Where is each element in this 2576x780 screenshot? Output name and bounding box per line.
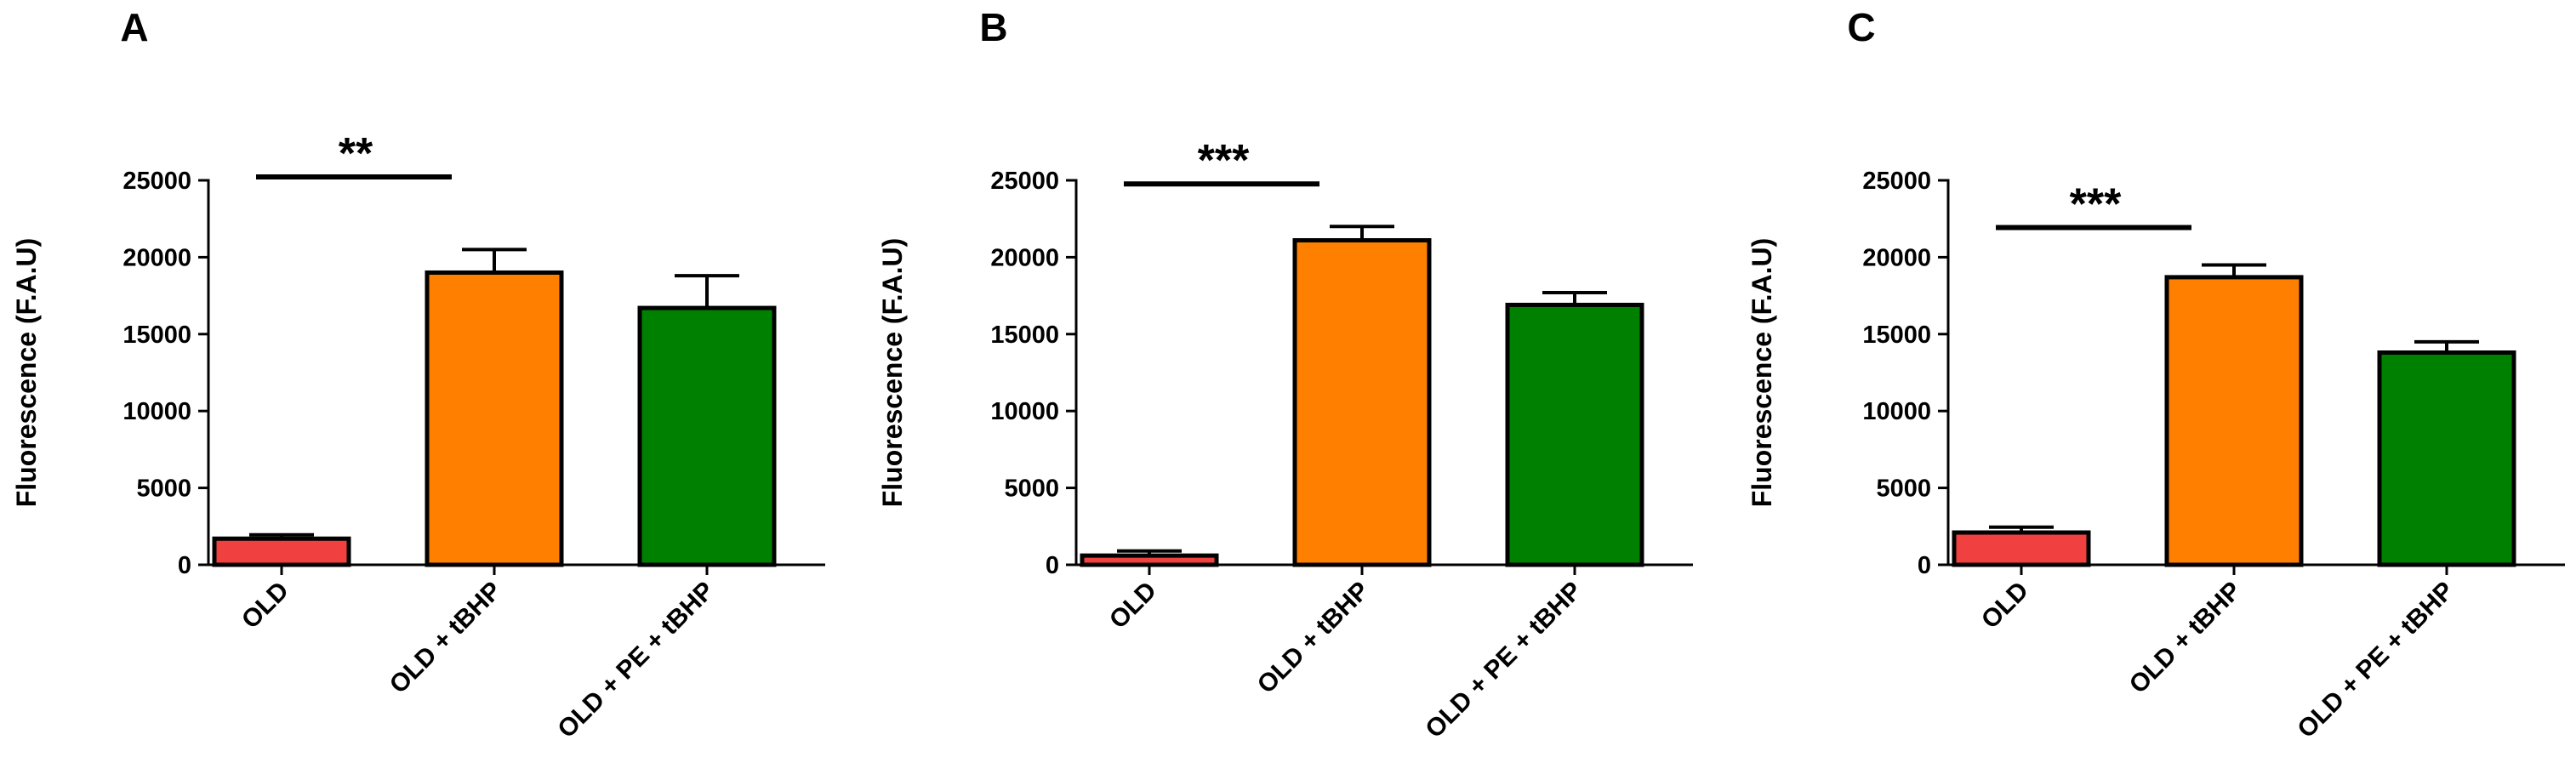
chart-panel-c: C 0 5000 10000 15000 20000 25000 Fluorescence (… [1747,5,2565,743]
significance-label: ** [339,129,373,179]
y-tick-label: 20000 [1862,244,1931,271]
y-tick-label: 20000 [990,244,1059,271]
y-axis-label: Fluorescence (F.A.U) [11,238,42,508]
y-tick-label: 15000 [123,322,191,349]
x-tick-label: OLD [1104,577,1162,635]
x-tick-label: OLD + tBHP [1252,577,1375,699]
bar [212,536,351,567]
bar [2164,275,2304,567]
bar [1080,553,1219,567]
panel-letter: A [120,5,148,49]
y-tick-label: 0 [1918,552,1931,579]
y-tick-label: 5000 [136,475,191,503]
bar [637,305,777,567]
panel-letter: B [979,5,1007,49]
chart-panel-a: A 0 5000 10000 15000 20000 25000 Fluorescence (… [11,5,825,743]
y-tick-label: 20000 [123,244,191,271]
bar [2377,350,2516,567]
x-tick-label: OLD + PE + tBHP [1420,577,1587,744]
y-axis-label: Fluorescence (F.A.U) [1747,238,1777,508]
y-tick-label: 15000 [1862,322,1931,349]
y-tick-label: 25000 [1862,168,1931,195]
panel-letter: C [1847,5,1875,49]
y-tick-label: 5000 [1004,475,1059,503]
x-tick-label: OLD + PE + tBHP [2292,577,2459,744]
x-tick-label: OLD + tBHP [385,577,507,699]
y-tick-label: 10000 [123,398,191,425]
y-tick-label: 25000 [123,168,191,195]
x-tick-label: OLD + tBHP [2124,577,2247,699]
y-tick-label: 0 [1046,552,1059,579]
y-tick-label: 10000 [1862,398,1931,425]
bar [1505,302,1644,567]
bar [1292,238,1432,567]
y-tick-label: 25000 [990,168,1059,195]
x-tick-label: OLD [1976,577,2034,635]
y-axis-label: Fluorescence (F.A.U) [877,238,908,508]
y-tick-label: 10000 [990,398,1059,425]
bar [425,270,564,567]
y-tick-label: 5000 [1876,475,1931,503]
y-tick-label: 0 [178,552,191,579]
x-tick-label: OLD [237,577,294,635]
y-tick-label: 15000 [990,322,1059,349]
x-tick-label: OLD + PE + tBHP [552,577,720,744]
bar [1952,530,2091,567]
significance-label: *** [1198,136,1250,185]
chart-panel-b: B 0 5000 10000 15000 20000 25000 Fluorescence (… [877,5,1693,743]
significance-label: *** [2070,179,2122,229]
